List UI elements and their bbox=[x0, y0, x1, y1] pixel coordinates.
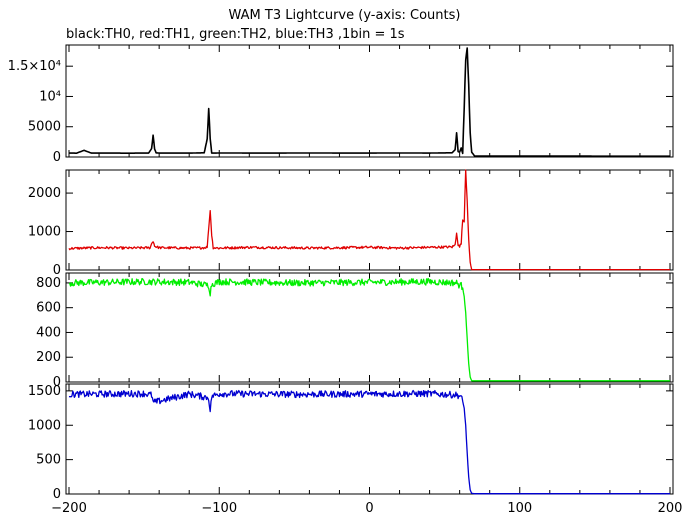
panel-frame bbox=[65, 272, 674, 383]
panel-1: 0 5000 10⁴ 1.5×10⁴ bbox=[8, 44, 674, 165]
y-tick-label: 5000 bbox=[28, 120, 61, 135]
y-tick-label: 1.5×10⁴ bbox=[8, 59, 61, 74]
panel-3: 0 200 400 600 800 bbox=[36, 272, 674, 390]
panel-frame bbox=[65, 44, 674, 158]
y-tick-label: 10⁴ bbox=[39, 89, 61, 104]
x-tick-label: −200 bbox=[51, 501, 87, 515]
y-tick-label: 0 bbox=[53, 150, 61, 165]
series-line-TH2 bbox=[68, 277, 670, 382]
series-line-TH1 bbox=[68, 169, 670, 271]
y-tick-label: 1000 bbox=[28, 418, 61, 433]
panel-2: 0 1000 2000 bbox=[28, 169, 674, 278]
panel-frame bbox=[65, 169, 674, 271]
y-tick-label: 200 bbox=[36, 350, 61, 365]
panel-4: 0 500 1000 1500 bbox=[28, 383, 674, 502]
chart-title: WAM T3 Lightcurve (y-axis: Counts) bbox=[228, 8, 461, 23]
y-tick-label: 800 bbox=[36, 276, 61, 291]
chart-subtitle: black:TH0, red:TH1, green:TH2, blue:TH3 … bbox=[66, 27, 405, 42]
y-tick-label: 500 bbox=[36, 453, 61, 468]
y-tick-label: 600 bbox=[36, 301, 61, 316]
x-tick-label: 100 bbox=[507, 501, 532, 515]
y-tick-label: 0 bbox=[53, 263, 61, 278]
x-tick-label: −100 bbox=[201, 501, 237, 515]
y-tick-label: 1000 bbox=[28, 225, 61, 240]
series-line-TH3 bbox=[68, 389, 670, 495]
y-tick-label: 0 bbox=[53, 375, 61, 390]
x-tick-label: 0 bbox=[365, 501, 373, 515]
y-tick-label: 400 bbox=[36, 325, 61, 340]
y-tick-label: 0 bbox=[53, 487, 61, 502]
x-tick-label: 200 bbox=[658, 501, 683, 515]
y-tick-label: 1500 bbox=[28, 384, 61, 399]
y-tick-label: 2000 bbox=[28, 186, 61, 201]
series-line-TH0 bbox=[69, 47, 670, 157]
